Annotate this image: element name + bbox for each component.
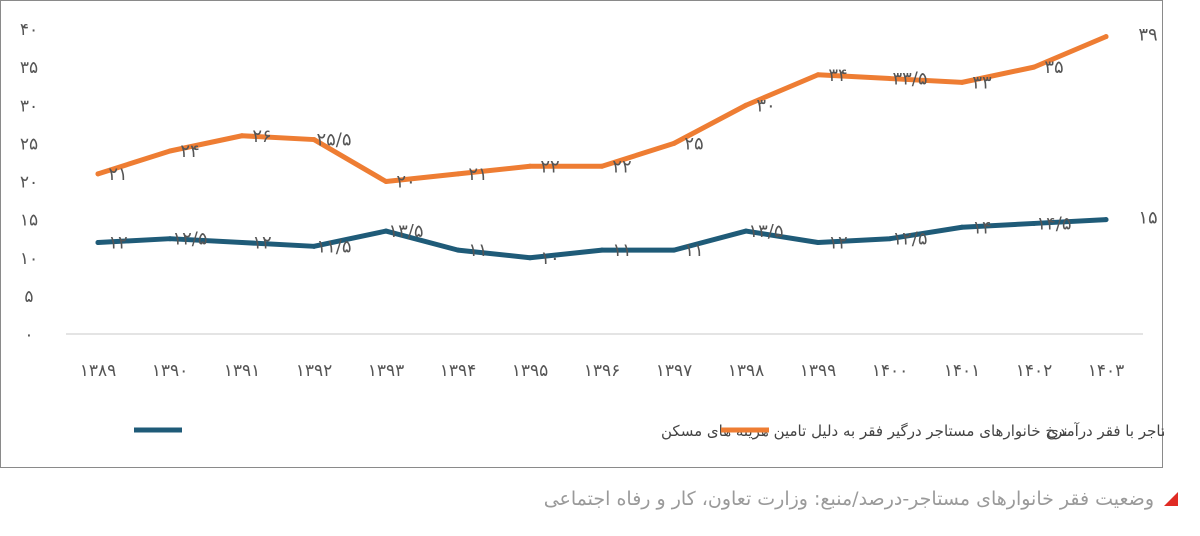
y-tick-label: ۴۰ bbox=[20, 20, 38, 40]
data-point bbox=[1031, 64, 1037, 70]
data-label: ۲۵/۵ bbox=[316, 130, 351, 151]
data-point bbox=[167, 236, 173, 242]
legend: نرخ خانوارهای مستاجر درگیر فقر به دلیل ت… bbox=[134, 422, 1164, 440]
y-tick-label: ۳۰ bbox=[20, 96, 38, 116]
data-point bbox=[1103, 34, 1109, 40]
data-label: ۱۳/۵ bbox=[748, 221, 783, 242]
data-point bbox=[527, 255, 533, 261]
x-tick-label: ۱۳۹۵ bbox=[512, 361, 549, 381]
data-point bbox=[959, 224, 965, 230]
data-point bbox=[239, 133, 245, 139]
data-point bbox=[1103, 217, 1109, 223]
data-label: ۲۰ bbox=[396, 172, 415, 193]
data-point bbox=[95, 171, 101, 177]
data-point bbox=[527, 163, 533, 169]
data-point bbox=[599, 247, 605, 253]
data-point bbox=[95, 240, 101, 245]
data-label: ۱۴ bbox=[972, 217, 991, 238]
data-label: ۱۰ bbox=[540, 248, 559, 269]
y-tick-label: ۵ bbox=[24, 287, 33, 307]
data-point bbox=[959, 79, 965, 85]
x-tick-label: ۱۴۰۳ bbox=[1088, 361, 1125, 381]
data-label: ۲۲ bbox=[540, 156, 559, 177]
red-triangle-marker-icon bbox=[1164, 492, 1178, 506]
data-label: ۱۱/۵ bbox=[316, 236, 351, 257]
data-point bbox=[743, 228, 749, 234]
y-axis-ticks: ۰ ۵ ۱۰ ۱۵ ۲۰ ۲۵ ۳۰ ۳۵ ۴۰ bbox=[20, 20, 38, 345]
x-tick-label: ۱۴۰۲ bbox=[1016, 361, 1053, 381]
data-label: ۱۲/۵ bbox=[172, 229, 207, 250]
data-label: ۱۲ bbox=[828, 233, 847, 254]
data-point bbox=[815, 72, 821, 78]
x-tick-label: ۱۴۰۰ bbox=[872, 361, 909, 381]
data-point bbox=[815, 240, 821, 245]
legend-item-housing-cost-poverty: نرخ خانوارهای مستاجر درگیر فقر به دلیل ت… bbox=[134, 422, 1068, 440]
data-point bbox=[743, 102, 749, 108]
x-tick-label: ۱۳۹۰ bbox=[152, 361, 189, 381]
x-tick-label: ۱۳۹۸ bbox=[728, 361, 765, 381]
data-labels: ۲۱ ۲۴ ۲۶ ۲۵/۵ ۲۰ ۲۱ ۲۲ ۲۲ ۲۵ ۳۰ ۳۴ ۳۳/۵ ۳۳ ۳۵ ۳۹ ۱۲ ۱۲/۵… bbox=[108, 25, 1157, 269]
data-point bbox=[311, 243, 317, 249]
data-label: ۲۱ bbox=[468, 164, 487, 185]
data-label: ۱۲ bbox=[252, 233, 271, 254]
data-point bbox=[599, 163, 605, 169]
x-tick-label: ۱۳۹۴ bbox=[440, 361, 477, 381]
data-label: ۲۵ bbox=[684, 133, 703, 154]
y-tick-label: ۱۵ bbox=[20, 211, 38, 231]
data-label: ۳۴ bbox=[828, 65, 847, 86]
x-tick-label: ۱۳۹۳ bbox=[368, 361, 405, 381]
caption: وضعیت فقر خانوارهای مستاجر-درصد/منبع: وز… bbox=[544, 484, 1178, 514]
data-point bbox=[887, 76, 893, 82]
y-tick-label: ۱۰ bbox=[20, 249, 38, 269]
data-point bbox=[383, 228, 389, 234]
data-label: ۱۱ bbox=[684, 240, 703, 261]
data-label: ۱۱ bbox=[612, 240, 631, 261]
x-tick-label: ۱۳۹۱ bbox=[224, 361, 261, 381]
legend-label-income-poverty: نرخ خانوارهای مستاجر با فقر درآمدی bbox=[1047, 422, 1164, 440]
x-axis-ticks: ۱۳۸۹ ۱۳۹۰ ۱۳۹۱ ۱۳۹۲ ۱۳۹۳ ۱۳۹۴ ۱۳۹۵ ۱۳۹۶ ۱۳۹۷ ۱۳۹۸… bbox=[80, 361, 1125, 381]
data-label: ۱۲/۵ bbox=[892, 229, 927, 250]
data-label: ۲۶ bbox=[252, 126, 271, 147]
data-label: ۲۲ bbox=[612, 156, 631, 177]
x-tick-label: ۱۴۰۱ bbox=[944, 361, 981, 381]
y-tick-label: ۲۰ bbox=[20, 173, 38, 193]
data-point bbox=[167, 148, 173, 154]
series-line-income-poverty bbox=[95, 34, 1109, 184]
series-lines bbox=[95, 34, 1109, 261]
data-point bbox=[671, 247, 677, 253]
data-point bbox=[311, 137, 317, 143]
data-label: ۱۲ bbox=[108, 233, 127, 254]
line-chart: ۰ ۵ ۱۰ ۱۵ ۲۰ ۲۵ ۳۰ ۳۵ ۴۰ ۱۳۸۹ ۱۳۹۰ ۱۳۹۱ ۱۳۹۲ ۱۳۹۳ ۱۳۹… bbox=[20, 20, 1164, 440]
data-point bbox=[383, 179, 389, 184]
x-tick-label: ۱۳۹۲ bbox=[296, 361, 333, 381]
legend-label-housing-cost-poverty: نرخ خانوارهای مستاجر درگیر فقر به دلیل ت… bbox=[661, 422, 1068, 440]
data-point bbox=[671, 140, 677, 146]
y-tick-label: ۰ bbox=[24, 325, 33, 345]
data-label: ۲۱ bbox=[108, 164, 127, 185]
y-tick-label: ۲۵ bbox=[20, 134, 38, 154]
data-label: ۳۹ bbox=[1138, 25, 1157, 46]
data-label: ۳۳ bbox=[972, 72, 992, 93]
data-point bbox=[239, 240, 245, 245]
x-tick-label: ۱۳۹۹ bbox=[800, 361, 837, 381]
y-tick-label: ۳۵ bbox=[20, 58, 38, 78]
data-label: ۱۱ bbox=[468, 240, 487, 261]
data-point bbox=[887, 236, 893, 242]
chart-frame: ۰ ۵ ۱۰ ۱۵ ۲۰ ۲۵ ۳۰ ۳۵ ۴۰ ۱۳۸۹ ۱۳۹۰ ۱۳۹۱ ۱۳۹۲ ۱۳۹۳ ۱۳۹… bbox=[0, 0, 1164, 468]
data-point bbox=[455, 171, 461, 177]
legend-item-income-poverty: نرخ خانوارهای مستاجر با فقر درآمدی bbox=[721, 422, 1164, 440]
data-label: ۱۵ bbox=[1138, 208, 1157, 229]
data-label: ۲۴ bbox=[180, 141, 199, 162]
data-label: ۳۳/۵ bbox=[892, 69, 927, 90]
caption-text: وضعیت فقر خانوارهای مستاجر-درصد/منبع: وز… bbox=[543, 488, 1154, 510]
x-tick-label: ۱۳۸۹ bbox=[80, 361, 117, 381]
x-tick-label: ۱۳۹۷ bbox=[656, 361, 693, 381]
data-label: ۳۵ bbox=[1044, 57, 1063, 78]
data-label: ۳۰ bbox=[756, 95, 775, 116]
x-tick-label: ۱۳۹۶ bbox=[584, 361, 621, 381]
data-label: ۱۴/۵ bbox=[1036, 213, 1071, 234]
data-point bbox=[1031, 220, 1037, 226]
data-label: ۱۳/۵ bbox=[388, 221, 423, 242]
data-point bbox=[455, 247, 461, 253]
